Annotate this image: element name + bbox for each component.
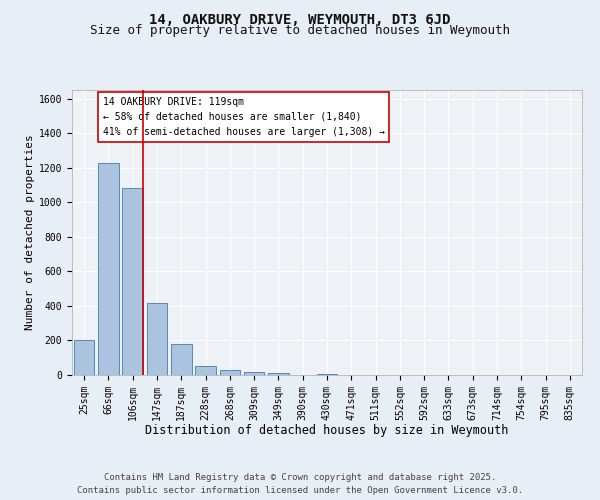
- Bar: [244, 372, 265, 375]
- Bar: [220, 370, 240, 375]
- Bar: [317, 374, 337, 375]
- Y-axis label: Number of detached properties: Number of detached properties: [25, 134, 35, 330]
- Text: Contains HM Land Registry data © Crown copyright and database right 2025.
Contai: Contains HM Land Registry data © Crown c…: [77, 474, 523, 495]
- X-axis label: Distribution of detached houses by size in Weymouth: Distribution of detached houses by size …: [145, 424, 509, 437]
- Bar: [98, 162, 119, 375]
- Text: Size of property relative to detached houses in Weymouth: Size of property relative to detached ho…: [90, 24, 510, 37]
- Text: 14 OAKBURY DRIVE: 119sqm
← 58% of detached houses are smaller (1,840)
41% of sem: 14 OAKBURY DRIVE: 119sqm ← 58% of detach…: [103, 97, 385, 136]
- Bar: [146, 304, 167, 375]
- Text: 14, OAKBURY DRIVE, WEYMOUTH, DT3 6JD: 14, OAKBURY DRIVE, WEYMOUTH, DT3 6JD: [149, 12, 451, 26]
- Bar: [268, 374, 289, 375]
- Bar: [195, 366, 216, 375]
- Bar: [74, 340, 94, 375]
- Bar: [171, 344, 191, 375]
- Bar: [122, 188, 143, 375]
